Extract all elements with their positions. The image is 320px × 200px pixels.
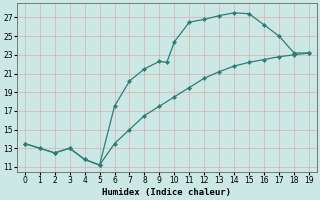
X-axis label: Humidex (Indice chaleur): Humidex (Indice chaleur) xyxy=(102,188,231,197)
